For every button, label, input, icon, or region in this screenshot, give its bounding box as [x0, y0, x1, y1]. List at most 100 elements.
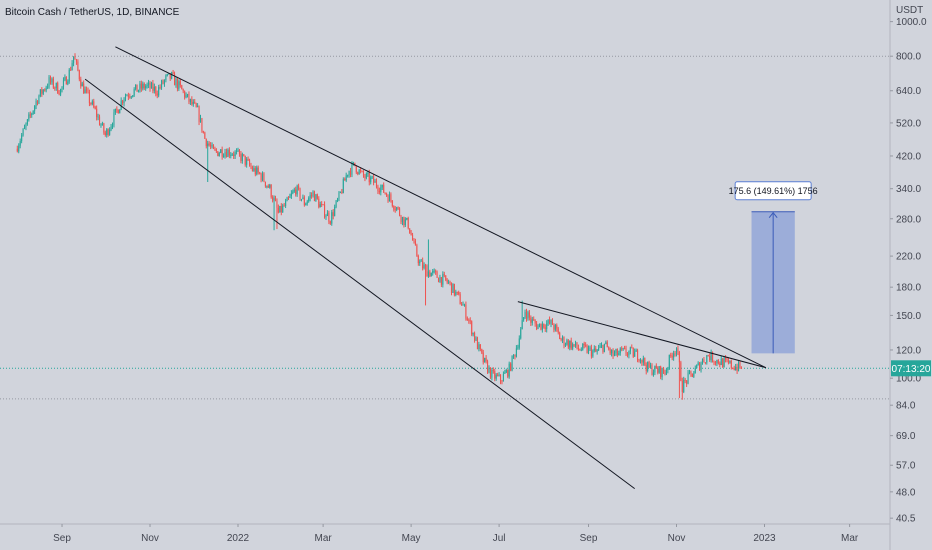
candle-body	[88, 92, 90, 104]
candle-body	[163, 80, 165, 84]
candle-body	[207, 143, 209, 147]
candle-body	[286, 197, 288, 202]
candle-body	[384, 192, 386, 194]
x-tick-label: Mar	[314, 533, 332, 544]
candle-body	[373, 176, 375, 183]
candle-body	[106, 129, 108, 136]
candle-body	[378, 190, 380, 193]
candle-body	[21, 135, 23, 142]
candle-body	[622, 348, 624, 350]
candle-body	[172, 72, 174, 74]
candle-body	[534, 320, 536, 324]
candle-body	[518, 338, 520, 348]
candle-body	[368, 173, 370, 183]
candle-body	[507, 370, 509, 377]
candle-body	[655, 365, 657, 369]
candle-body	[554, 325, 556, 330]
candle-body	[680, 362, 682, 381]
candle-body	[250, 165, 252, 168]
candle-body	[264, 181, 266, 187]
candle-body	[270, 184, 272, 198]
candle-body	[280, 205, 282, 213]
x-axis-ticks: Sep Nov 2022 Mar May Jul Sep Nov 2023 Mar	[53, 524, 859, 544]
candle-body	[328, 212, 330, 222]
candle-body	[221, 149, 223, 157]
candle-body	[583, 343, 585, 346]
candle-body	[566, 340, 568, 345]
candle-body	[111, 125, 114, 127]
candle-body	[549, 319, 551, 324]
candle-body	[352, 162, 354, 164]
candle-body	[31, 113, 33, 115]
candle-body	[397, 207, 399, 209]
candle-body	[35, 101, 37, 107]
candle-body	[524, 312, 526, 318]
candle-body	[626, 354, 629, 356]
candle-body	[455, 291, 457, 295]
candle-body	[204, 132, 206, 139]
candle-body	[712, 352, 714, 362]
candle-body	[42, 89, 44, 94]
candle-body	[51, 78, 53, 83]
candle-body	[390, 194, 392, 201]
candle-body	[634, 351, 636, 357]
candle-body	[26, 119, 28, 125]
candle-body	[432, 270, 434, 273]
candle-body	[113, 112, 115, 126]
candle-body	[231, 154, 233, 156]
candle-body	[293, 189, 295, 192]
candle-body	[514, 355, 516, 357]
candle-body	[205, 138, 207, 147]
candle-body	[644, 358, 646, 365]
candle-body	[681, 380, 683, 392]
candle-body	[381, 184, 383, 188]
candle-body	[560, 339, 562, 341]
candle-body	[18, 145, 20, 152]
candle-body	[312, 191, 314, 196]
candle-body	[491, 370, 493, 378]
candle-body	[308, 198, 310, 202]
candle-body	[638, 360, 640, 362]
candle-body	[362, 171, 365, 176]
measure-tool[interactable]: 175.6 (149.61%) 1756	[729, 181, 818, 354]
candle-body	[143, 83, 145, 89]
candle-body	[267, 185, 269, 188]
candle-body	[550, 319, 552, 324]
candle-body	[690, 371, 692, 374]
candle-body	[479, 344, 481, 350]
candle-body	[537, 325, 539, 330]
candle-body	[254, 168, 256, 175]
candle-body	[647, 362, 649, 371]
y-unit-label: USDT	[896, 5, 923, 16]
candle-body	[148, 82, 150, 85]
x-tick-label: Jul	[493, 533, 506, 544]
candle-body	[162, 80, 164, 84]
candle-body	[184, 91, 186, 98]
candle-body	[303, 197, 305, 206]
candle-body	[391, 200, 393, 207]
candle-body	[573, 344, 575, 346]
candle-body	[129, 96, 131, 98]
candle-body	[93, 101, 95, 108]
candle-body	[302, 197, 304, 200]
candle-body	[201, 118, 203, 132]
candle-body	[481, 349, 483, 353]
candle-body	[124, 95, 127, 99]
candle-body	[39, 89, 41, 96]
candle-body	[277, 207, 279, 213]
candle-body	[114, 108, 116, 113]
price-label-text: 07:13:20	[892, 364, 931, 375]
candle-body	[544, 327, 546, 330]
candle-body	[492, 370, 494, 372]
candle-body	[168, 73, 170, 75]
candle-body	[49, 77, 52, 83]
candle-body	[699, 362, 701, 371]
candle-body	[365, 173, 367, 179]
candle-body	[422, 260, 424, 269]
candle-body	[287, 197, 290, 199]
candle-body	[171, 72, 173, 79]
candle-body	[324, 204, 326, 218]
candle-body	[73, 56, 75, 64]
candle-body	[38, 95, 40, 104]
